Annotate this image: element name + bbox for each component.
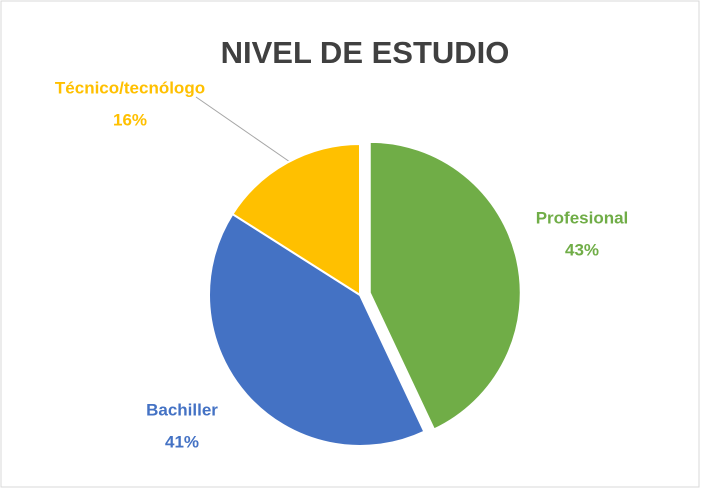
slice-label: Bachiller — [146, 400, 218, 419]
slice-label: Profesional — [536, 208, 629, 227]
value-label: 16% — [113, 110, 147, 129]
value-label: 43% — [565, 240, 599, 259]
leader-line — [195, 96, 291, 163]
pie-slice — [231, 142, 361, 297]
pie-slice — [208, 212, 426, 447]
value-label: 41% — [165, 432, 199, 451]
pie-slice — [368, 140, 522, 431]
slice-label: Técnico/tecnólogo — [55, 78, 205, 97]
chart-title: NIVEL DE ESTUDIO — [221, 35, 510, 70]
